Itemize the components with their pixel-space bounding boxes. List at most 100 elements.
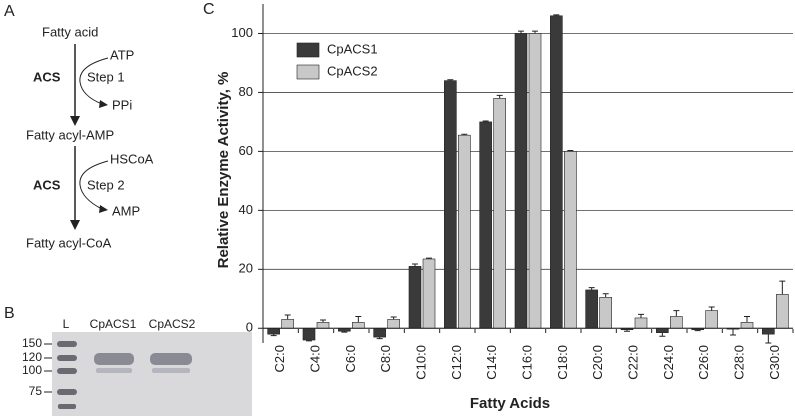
error-bar	[588, 287, 595, 290]
error-bar	[376, 337, 383, 340]
cofactor: HSCoA	[110, 151, 154, 166]
bar	[302, 327, 316, 341]
bar	[634, 317, 648, 329]
legend-swatch	[296, 64, 320, 80]
step: Step 1	[87, 69, 125, 84]
marker-label: 75	[29, 384, 43, 398]
y-tick-label: 20	[239, 261, 253, 276]
bar	[422, 258, 436, 329]
y-axis-title: Relative Enzyme Activity, %	[215, 72, 232, 269]
legend-swatch	[296, 42, 320, 58]
bar	[281, 319, 294, 329]
bar	[479, 121, 492, 329]
y-tick-label: 80	[239, 84, 253, 99]
bar	[408, 266, 422, 329]
bar	[514, 33, 528, 329]
error-bar	[708, 306, 715, 311]
error-bar	[765, 334, 772, 344]
error-bar	[567, 150, 574, 152]
lane-label: L	[63, 317, 70, 331]
bar	[740, 322, 754, 329]
marker-label: 100	[22, 363, 42, 377]
x-tick-label: C14:0	[484, 345, 499, 380]
y-tick-label: 100	[231, 25, 253, 40]
bar	[762, 327, 775, 335]
x-tick-label: C10:0	[413, 345, 428, 380]
band	[96, 368, 132, 373]
x-tick-label: C18:0	[555, 345, 570, 380]
error-bar	[694, 329, 701, 332]
bar	[458, 134, 471, 329]
x-tick-label: C2:0	[272, 345, 287, 372]
error-bar	[390, 316, 397, 320]
error-bar	[602, 293, 609, 298]
step: Step 2	[87, 177, 125, 192]
error-bar	[624, 329, 630, 332]
error-bar	[518, 30, 524, 34]
legend-label: CpACS2	[327, 63, 378, 78]
bar	[444, 80, 457, 329]
band	[94, 353, 134, 365]
error-bar	[496, 94, 503, 99]
curved-arrow	[79, 57, 109, 105]
error-bar	[284, 314, 291, 320]
marker-label: 150	[22, 336, 42, 350]
arrowhead	[99, 100, 108, 108]
x-tick-label: C28:0	[731, 345, 746, 380]
error-bar	[447, 79, 454, 81]
x-axis-title: Fatty Acids	[470, 395, 550, 412]
error-bar	[779, 280, 786, 295]
error-bar	[320, 319, 326, 323]
x-tick-label: C12:0	[449, 345, 464, 380]
bar	[550, 15, 563, 329]
product: Fatty acyl-CoA	[26, 235, 112, 250]
x-tick-label: C6:0	[343, 345, 358, 372]
lane-label: CpACS1	[90, 317, 137, 331]
x-tick-label: C22:0	[625, 345, 640, 380]
x-tick-label: C20:0	[590, 345, 605, 380]
cofactor: ATP	[110, 47, 134, 62]
bar	[316, 322, 330, 329]
bar	[705, 310, 718, 329]
x-tick-label: C8:0	[378, 345, 393, 372]
byproduct: PPi	[112, 97, 132, 112]
error-bar	[355, 315, 362, 323]
error-bar	[426, 257, 432, 259]
error-bar	[270, 334, 277, 337]
error-bar	[730, 329, 736, 336]
panel-label: A	[4, 3, 15, 20]
marker-label: 120	[22, 350, 42, 364]
curved-arrow	[79, 160, 109, 210]
y-tick-label: 60	[239, 143, 253, 158]
lane-label: CpACS2	[149, 317, 196, 331]
y-tick-label: 0	[246, 320, 253, 335]
panel-label: B	[4, 305, 15, 322]
bar	[599, 297, 612, 329]
bar	[656, 327, 669, 333]
error-bar	[673, 310, 680, 317]
x-tick-label: C30:0	[767, 345, 782, 380]
error-bar	[532, 30, 538, 34]
bar	[373, 327, 386, 338]
error-bar	[461, 133, 468, 136]
band	[150, 353, 192, 365]
bar	[776, 294, 789, 329]
bar	[670, 316, 683, 329]
error-bar	[553, 14, 560, 16]
x-tick-label: C16:0	[519, 345, 534, 380]
bar	[528, 33, 542, 329]
x-tick-label: C4:0	[307, 345, 322, 372]
gel	[52, 332, 252, 416]
error-bar	[638, 313, 644, 318]
plot: 0 20 40 60 80 100 C2:0 C4:0 C6:0 C8:0 C10:0 C12:0 C1…	[231, 4, 794, 380]
bar	[267, 327, 280, 335]
arrowhead	[70, 220, 80, 230]
band	[152, 368, 190, 373]
y-tick-label: 40	[239, 202, 253, 217]
ladder	[57, 341, 77, 409]
x-tick-label: C24:0	[661, 345, 676, 380]
intermediate: Fatty acyl-AMP	[26, 127, 114, 142]
error-bar	[659, 332, 666, 337]
enzyme: ACS	[33, 69, 61, 84]
